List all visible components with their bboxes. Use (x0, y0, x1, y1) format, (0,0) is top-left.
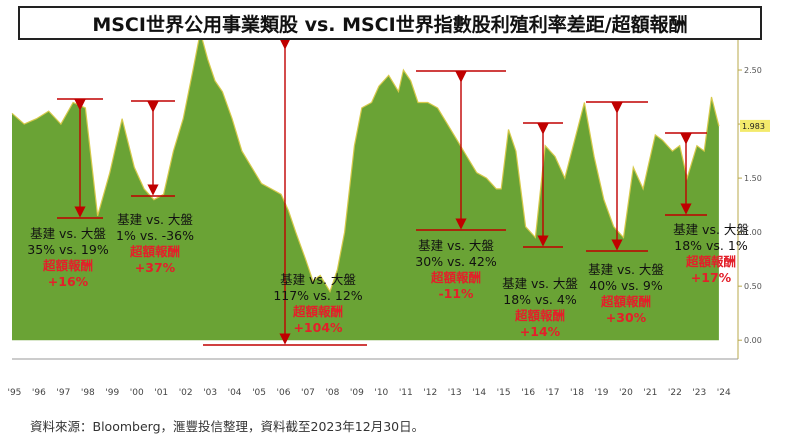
annotation-excess: +14% (519, 324, 561, 339)
x-tick-label: '05 (252, 388, 266, 398)
series-area (12, 32, 719, 341)
annotation-excess: +37% (134, 260, 176, 275)
x-tick-label: '08 (325, 388, 339, 398)
y-tick-label: 1.00 (744, 228, 762, 237)
annotation-label: 基建 vs. 大盤 (418, 238, 494, 253)
x-tick-label: '19 (595, 388, 609, 398)
annotation-2: 基建 vs. 大盤 1% vs. -36% 超額報酬 +37% (95, 212, 215, 276)
annotation-label: 基建 vs. 大盤 (502, 276, 578, 291)
x-tick-label: '09 (350, 388, 364, 398)
x-tick-label: '06 (277, 388, 291, 398)
last-value-label: 1.983 (742, 122, 765, 131)
source-note: 資料來源：Bloomberg，滙豐投信整理，資料截至2023年12月30日。 (30, 419, 425, 434)
annotation-excess-label: 超額報酬 (514, 308, 565, 323)
y-tick-label: 2.50 (744, 66, 762, 75)
annotation-excess: +104% (293, 320, 343, 335)
x-tick-label: '11 (399, 388, 413, 398)
chart-title: MSCI世界公用事業類股 vs. MSCI世界指數股利殖利率差距/超額報酬 (18, 6, 762, 40)
x-tick-label: '02 (179, 388, 193, 398)
x-tick-label: '10 (374, 388, 388, 398)
x-tick-label: '24 (717, 388, 731, 398)
x-tick-label: '01 (154, 388, 168, 398)
annotation-4: 基建 vs. 大盤 30% vs. 42% 超額報酬 -11% (396, 238, 516, 302)
annotation-label: 基建 vs. 大盤 (588, 262, 664, 277)
x-tick-label: '16 (521, 388, 535, 398)
x-tick-label: '22 (668, 388, 682, 398)
annotation-7: 基建 vs. 大盤 18% vs. 1% 超額報酬 +17% (651, 222, 771, 286)
annotation-label: 基建 vs. 大盤 (30, 226, 106, 241)
y-tick-label: 0.50 (744, 282, 762, 291)
annotation-values: 1% vs. -36% (116, 228, 194, 243)
annotation-values: 18% vs. 1% (674, 238, 748, 253)
x-tick-label: '04 (228, 388, 242, 398)
y-tick-label: 1.50 (744, 174, 762, 183)
annotation-excess: -11% (438, 286, 474, 301)
annotation-excess-label: 超額報酬 (600, 294, 651, 309)
x-tick-label: '15 (497, 388, 511, 398)
annotation-1: 基建 vs. 大盤 35% vs. 19% 超額報酬 +16% (8, 226, 128, 290)
x-tick-label: '95 (7, 388, 21, 398)
x-tick-label: '18 (570, 388, 584, 398)
annotation-label: 基建 vs. 大盤 (280, 272, 356, 287)
annotation-excess: +30% (605, 310, 647, 325)
x-tick-label: '96 (32, 388, 46, 398)
annotation-values: 117% vs. 12% (273, 288, 363, 303)
annotation-values: 18% vs. 4% (503, 292, 577, 307)
annotation-6: 基建 vs. 大盤 40% vs. 9% 超額報酬 +30% (566, 262, 686, 326)
x-tick-label: '07 (301, 388, 315, 398)
x-tick-label: '12 (423, 388, 437, 398)
x-tick-label: '97 (56, 388, 70, 398)
x-tick-label: '17 (546, 388, 560, 398)
annotation-excess-label: 超額報酬 (129, 244, 180, 259)
x-tick-label: '23 (692, 388, 706, 398)
x-tick-label: '99 (105, 388, 119, 398)
annotation-excess: +16% (47, 274, 89, 289)
x-tick-label: '20 (619, 388, 633, 398)
last-value-badge (740, 119, 770, 132)
x-tick-label: '13 (448, 388, 462, 398)
y-tick-label: 0.00 (744, 336, 762, 345)
x-tick-label: '21 (643, 388, 657, 398)
x-tick-label: '03 (203, 388, 217, 398)
annotation-values: 40% vs. 9% (589, 278, 663, 293)
x-tick-label: '98 (81, 388, 95, 398)
annotation-label: 基建 vs. 大盤 (117, 212, 193, 227)
annotation-excess-label: 超額報酬 (430, 270, 481, 285)
annotation-values: 35% vs. 19% (27, 242, 109, 257)
annotation-label: 基建 vs. 大盤 (673, 222, 749, 237)
x-tick-label: '00 (130, 388, 144, 398)
annotation-5: 基建 vs. 大盤 18% vs. 4% 超額報酬 +14% (480, 276, 600, 340)
x-tick-label: '14 (472, 388, 486, 398)
annotation-excess-label: 超額報酬 (685, 254, 736, 269)
annotation-3: 基建 vs. 大盤 117% vs. 12% 超額報酬 +104% (258, 272, 378, 336)
annotation-excess-label: 超額報酬 (292, 304, 343, 319)
annotation-excess: +17% (690, 270, 732, 285)
annotation-values: 30% vs. 42% (415, 254, 497, 269)
annotation-excess-label: 超額報酬 (42, 258, 93, 273)
